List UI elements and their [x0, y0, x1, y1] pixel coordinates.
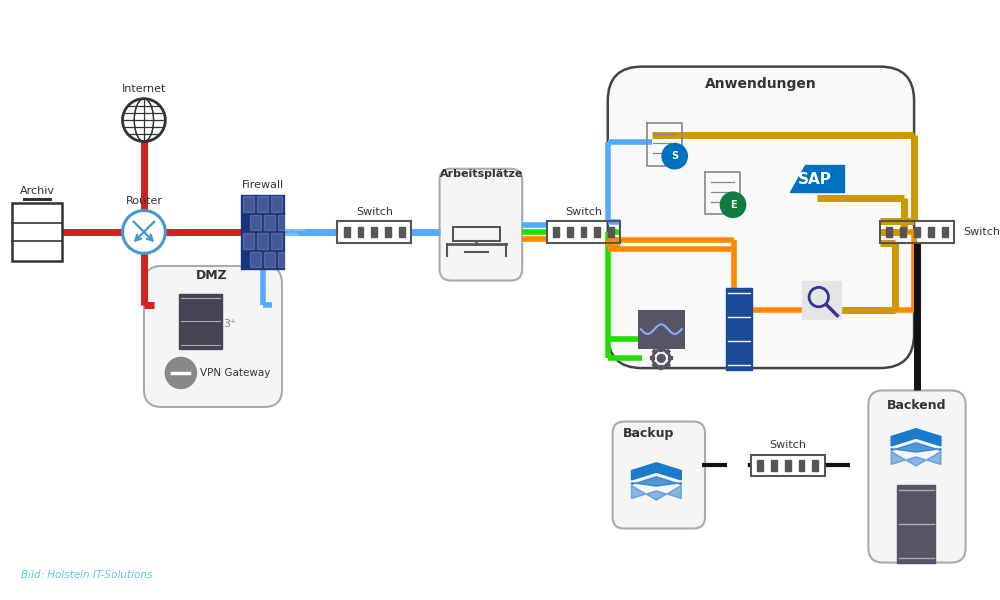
Bar: [257, 196, 268, 212]
Bar: [581, 227, 586, 237]
Bar: [608, 227, 614, 237]
Polygon shape: [790, 165, 844, 192]
Bar: [264, 252, 275, 268]
Text: Bild: Holstein IT-Solutions: Bild: Holstein IT-Solutions: [21, 570, 153, 580]
Text: VPN Gateway: VPN Gateway: [200, 368, 271, 378]
Text: DMZ: DMZ: [196, 269, 228, 282]
Text: Switch: Switch: [565, 206, 602, 217]
Bar: [293, 252, 304, 268]
Text: Switch: Switch: [356, 206, 393, 217]
Bar: [757, 460, 763, 470]
Bar: [344, 227, 350, 237]
Polygon shape: [631, 463, 681, 480]
Text: E: E: [730, 200, 736, 210]
Text: Arbeitsplätze: Arbeitsplätze: [440, 169, 523, 179]
Text: Switch: Switch: [964, 227, 1000, 237]
Bar: [243, 233, 254, 249]
Bar: [812, 460, 818, 470]
Bar: [285, 196, 297, 212]
Text: Internet: Internet: [122, 84, 166, 94]
Circle shape: [720, 192, 746, 217]
Circle shape: [662, 143, 687, 169]
FancyBboxPatch shape: [608, 67, 914, 368]
Bar: [897, 485, 935, 563]
FancyBboxPatch shape: [144, 266, 282, 407]
Polygon shape: [891, 451, 941, 466]
Bar: [285, 233, 297, 249]
Circle shape: [165, 358, 196, 388]
Bar: [594, 227, 600, 237]
Bar: [914, 227, 920, 237]
Bar: [553, 227, 559, 237]
Bar: [799, 460, 804, 470]
Text: Backup: Backup: [623, 427, 674, 440]
Bar: [250, 215, 261, 230]
Bar: [802, 281, 841, 319]
Bar: [638, 310, 685, 349]
Circle shape: [123, 211, 165, 253]
Bar: [928, 227, 934, 237]
Text: Router: Router: [125, 196, 162, 206]
FancyBboxPatch shape: [868, 391, 966, 563]
Text: Firewall: Firewall: [241, 180, 284, 190]
Bar: [278, 252, 290, 268]
Text: S: S: [671, 151, 678, 161]
Circle shape: [657, 355, 665, 362]
Bar: [726, 289, 752, 370]
Bar: [371, 227, 377, 237]
Text: Backend: Backend: [887, 400, 947, 412]
FancyBboxPatch shape: [440, 169, 522, 281]
Bar: [785, 460, 791, 470]
Bar: [241, 195, 284, 269]
Polygon shape: [891, 429, 941, 446]
Bar: [751, 455, 825, 476]
Bar: [385, 227, 391, 237]
Bar: [886, 227, 892, 237]
Bar: [399, 227, 405, 237]
Polygon shape: [631, 477, 681, 486]
Bar: [293, 215, 304, 230]
Text: 3⁺: 3⁺: [224, 319, 237, 329]
Bar: [264, 215, 275, 230]
Bar: [900, 227, 906, 237]
Bar: [179, 294, 222, 349]
Bar: [271, 196, 282, 212]
Bar: [771, 460, 777, 470]
Text: SAP: SAP: [798, 172, 832, 187]
Bar: [567, 227, 573, 237]
Bar: [257, 233, 268, 249]
Bar: [278, 215, 290, 230]
Bar: [358, 227, 363, 237]
Polygon shape: [891, 443, 941, 452]
Bar: [243, 196, 254, 212]
Text: Anwendungen: Anwendungen: [705, 77, 817, 91]
Bar: [12, 203, 62, 261]
Polygon shape: [631, 485, 681, 500]
Bar: [880, 221, 954, 242]
Bar: [453, 227, 500, 241]
Bar: [942, 227, 948, 237]
Bar: [250, 252, 261, 268]
Text: Switch: Switch: [769, 440, 806, 450]
Text: Archiv: Archiv: [19, 186, 54, 196]
FancyBboxPatch shape: [613, 422, 705, 529]
Bar: [337, 221, 411, 242]
Bar: [547, 221, 620, 242]
Bar: [271, 233, 282, 249]
